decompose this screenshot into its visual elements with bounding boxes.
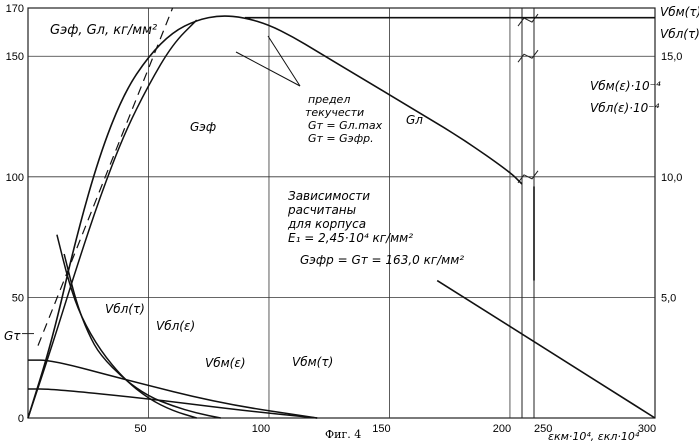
y-axis-label-right-2: Vбл(τ) <box>660 27 699 41</box>
v-bm-eps-curve <box>28 360 317 418</box>
series-label: Gэф <box>190 120 216 134</box>
x-tick-label: 150 <box>372 423 390 435</box>
figure-caption: Фиг. 4 <box>325 428 361 441</box>
yield-leader-1 <box>268 36 300 86</box>
x-tick-label: 200 <box>493 423 511 435</box>
series-label: Vбл(ε) <box>156 319 195 333</box>
g-tau-mark-label: Gτ <box>4 329 21 343</box>
yield-leader-2 <box>236 52 300 86</box>
calc-annotation-line4: E₁ = 2,45·10⁴ кг/мм² <box>288 231 413 245</box>
series-label: Gл <box>406 113 423 127</box>
y-tick-label-right: 10,0 <box>661 172 682 184</box>
x-axis-label: εкм·10⁴, εкл·10⁴ <box>548 430 640 443</box>
g-l-curve <box>28 16 522 418</box>
series-label: Vбм(τ) <box>292 355 333 369</box>
calc-annotation-line1: Зависимости <box>288 189 370 203</box>
yield-annotation-line2: текучести <box>305 106 364 119</box>
y-axis-label-left: Gэф, Gл, кг/мм² <box>50 23 157 38</box>
y-tick-label-right: 15,0 <box>661 51 682 63</box>
g-l-post-break-line <box>437 281 655 418</box>
yield-annotation-line3: Gт = Gл.max <box>308 119 383 132</box>
y-axis-label-right-3: Vбм(ε)·10⁻⁴ <box>590 79 661 93</box>
x-tick-label: 100 <box>252 423 270 435</box>
y-tick-label-left: 100 <box>6 172 24 184</box>
calc-annotation-line3: для корпуса <box>287 217 366 231</box>
y-tick-label-left: 170 <box>6 3 24 15</box>
v-bm-tau-curve <box>28 389 317 418</box>
y-tick-label-left: 150 <box>6 51 24 63</box>
yield-annotation-line4: Gт = Gэфр. <box>308 132 374 145</box>
calc-annotation-line2: расчитаны <box>287 203 356 217</box>
y-tick-label-left: 0 <box>18 413 24 425</box>
g-eff-curve <box>28 20 197 418</box>
y-axis-label-right-4: Vбл(ε)·10⁻⁴ <box>590 101 660 115</box>
y-axis-label-right-1: Vбм(τ) <box>660 5 699 19</box>
x-tick-label: 50 <box>134 423 146 435</box>
series-label: Vбм(ε) <box>205 356 246 370</box>
y-tick-label-left: 50 <box>12 292 24 304</box>
calc-annotation-line5: Gэфр = Gт = 163,0 кг/мм² <box>300 253 464 267</box>
series-label: Vбл(τ) <box>105 302 145 316</box>
y-tick-label-right: 5,0 <box>661 292 676 304</box>
break-squiggle <box>518 14 538 26</box>
x-tick-label: 300 <box>638 423 656 435</box>
yield-annotation-line1: предел <box>308 93 350 106</box>
